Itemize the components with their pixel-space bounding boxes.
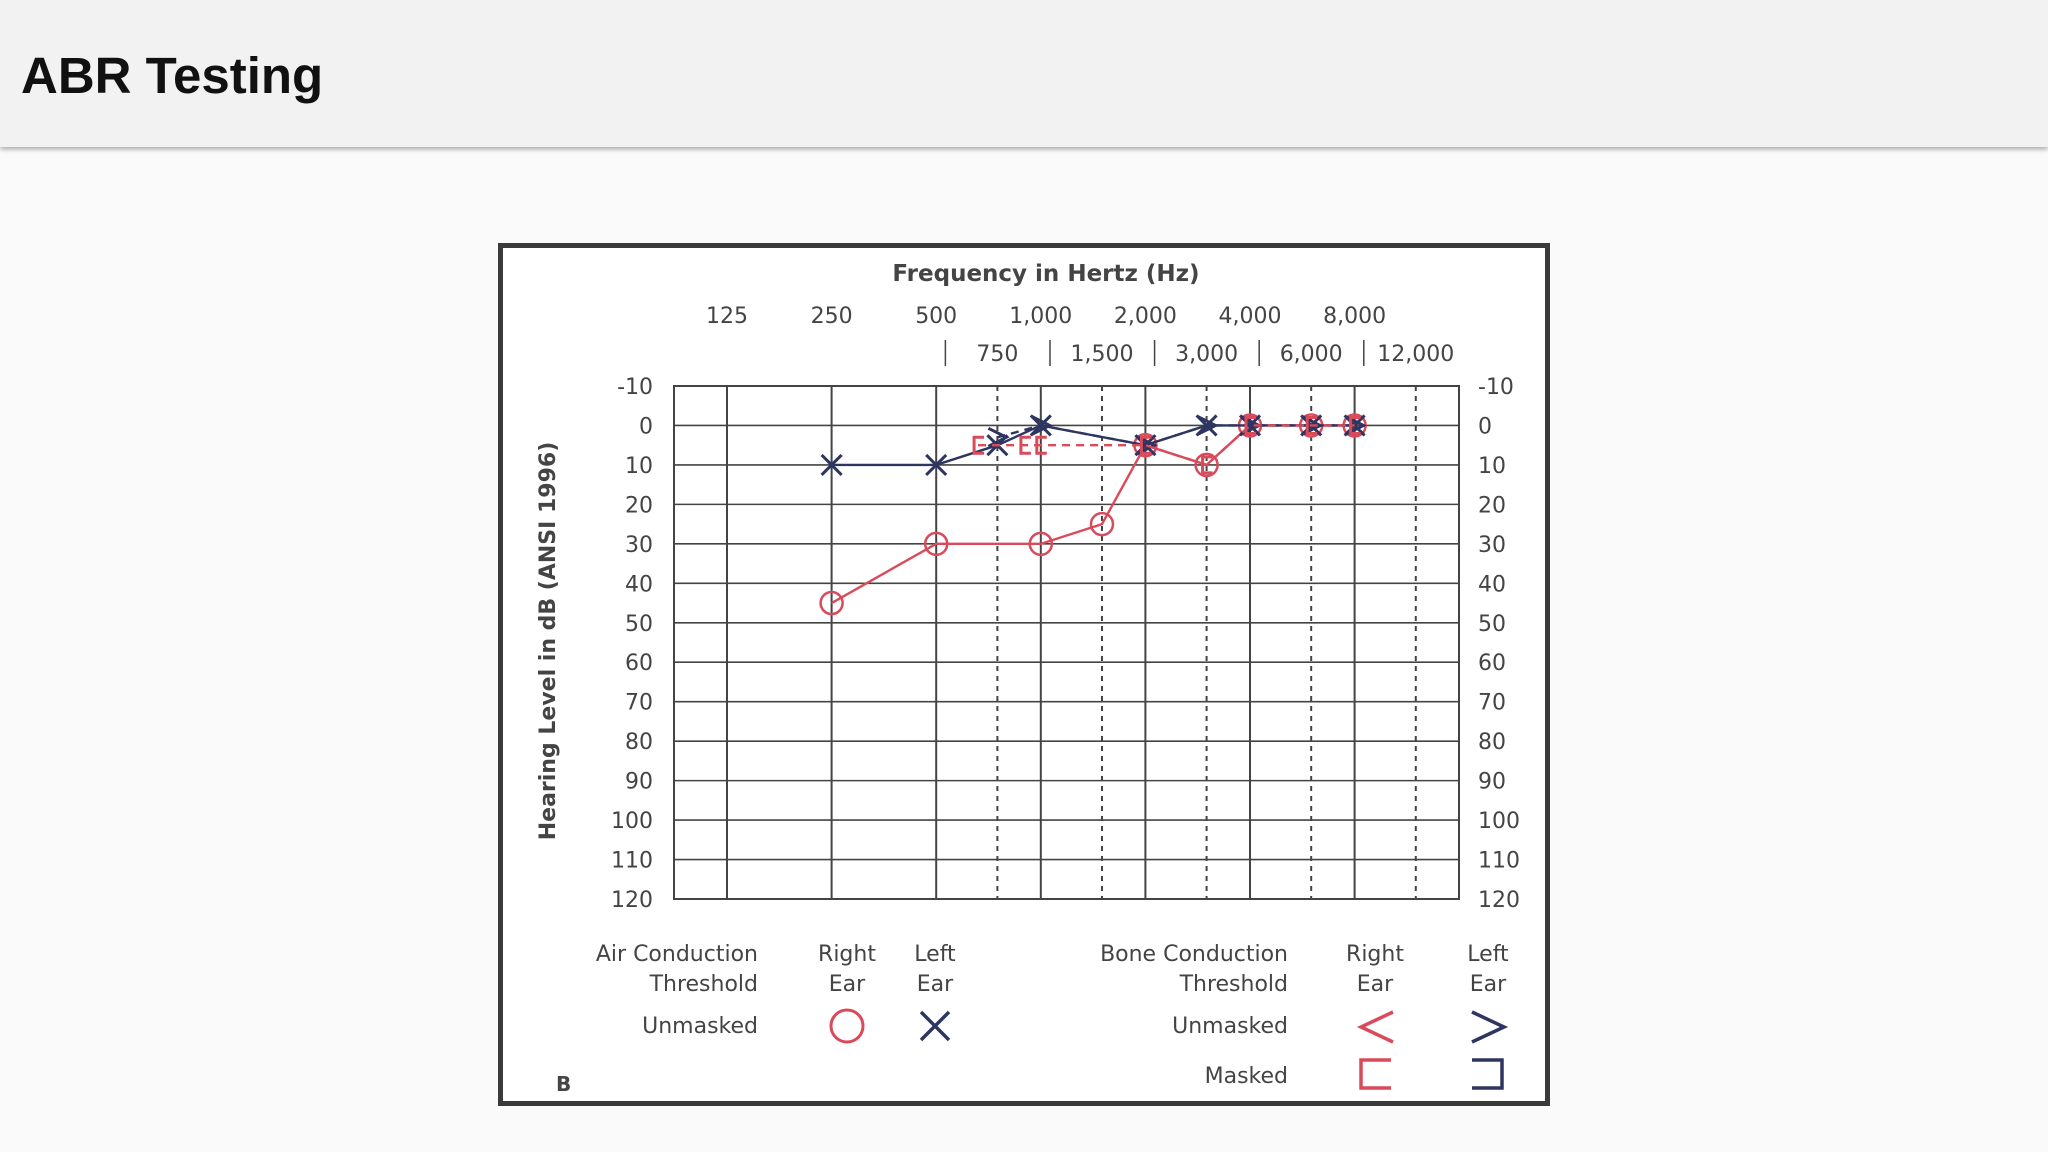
y-tick-label-left: 120 — [611, 888, 653, 913]
legend-bone-right-ear: Ear — [1357, 972, 1394, 997]
series-4 — [972, 415, 1361, 475]
data-series — [819, 413, 1367, 616]
circle-marker — [819, 590, 844, 616]
y-tick-label-left: 30 — [625, 533, 653, 558]
circle-marker — [1028, 531, 1054, 557]
app-bar: ABR Testing — [0, 0, 2048, 147]
x-tick-label-major: 250 — [811, 304, 853, 329]
legend-circle-marker — [829, 1008, 865, 1044]
legend-bone-unmasked: Unmasked — [1172, 1014, 1288, 1039]
series-line — [978, 424, 1355, 467]
y-tick-label-left: 10 — [625, 454, 653, 479]
plot-border — [673, 385, 1460, 900]
legend-bone-subtitle: Threshold — [1179, 972, 1288, 997]
y-tick-label-right: 20 — [1478, 493, 1506, 518]
x-tick-label-major: 500 — [915, 304, 957, 329]
tick-labels: -10 -10 0 0 10 10 20 20 30 30 40 40 50 50 60 60 70 70 80 80… — [611, 304, 1520, 913]
legend-bone-left: Left — [1467, 942, 1509, 967]
y-tick-label-left: 40 — [625, 572, 653, 597]
left-bracket-marker — [1201, 455, 1213, 475]
left-bracket-marker — [1035, 435, 1047, 455]
legend-air-right: Right — [818, 942, 876, 967]
series-line — [997, 424, 1355, 447]
legend-x-marker — [919, 1010, 951, 1042]
left-bracket-marker — [1244, 415, 1256, 435]
y-axis-label: Hearing Level in dB (ANSI 1996) — [536, 442, 561, 841]
panel-label: B — [556, 1072, 571, 1096]
left-bracket-marker — [1019, 435, 1031, 455]
y-tick-label-right: 30 — [1478, 533, 1506, 558]
x-tick-label-minor: 750 — [976, 342, 1018, 367]
y-tick-label-left: 50 — [625, 612, 653, 637]
left-bracket-marker — [1349, 415, 1361, 435]
x-tick-label-major: 1,000 — [1009, 304, 1072, 329]
audiogram-figure: Frequency in Hertz (Hz) Hearing Level in… — [498, 243, 1550, 1106]
legend-left-bracket-marker — [1359, 1058, 1391, 1090]
x-marker — [925, 453, 948, 476]
y-tick-label-left: 70 — [625, 691, 653, 716]
y-tick-label-right: 80 — [1478, 730, 1506, 755]
series-line — [831, 424, 1355, 605]
x-tick-label-major: 8,000 — [1323, 304, 1386, 329]
y-tick-label-right: 60 — [1478, 651, 1506, 676]
y-tick-label-left: 90 — [625, 770, 653, 795]
page-title: ABR Testing — [21, 47, 324, 104]
legend-bone-title: Bone Conduction — [1100, 942, 1288, 967]
y-tick-label-right: 50 — [1478, 612, 1506, 637]
greater-than-marker — [1031, 415, 1054, 436]
legend-air-subtitle: Threshold — [649, 972, 758, 997]
chart-title: Frequency in Hertz (Hz) — [892, 261, 1199, 287]
legend-air-unmasked: Unmasked — [642, 1014, 758, 1039]
circle-marker — [1194, 452, 1219, 478]
y-tick-label-left: 20 — [625, 493, 653, 518]
x-marker — [820, 453, 843, 476]
legend-less-than-marker — [1356, 1010, 1394, 1044]
y-tick-label-left: 80 — [625, 730, 653, 755]
x-tick-label-major: 2,000 — [1114, 304, 1177, 329]
y-tick-label-right: 100 — [1478, 809, 1520, 834]
y-tick-label-right: 40 — [1478, 572, 1506, 597]
legend-right-bracket-marker — [1472, 1058, 1504, 1090]
x-tick-label-major: 4,000 — [1219, 304, 1282, 329]
y-tick-label-left: 0 — [639, 414, 653, 439]
audiogram-chart: Frequency in Hertz (Hz) Hearing Level in… — [536, 261, 1520, 1096]
legend-air-right-ear: Ear — [829, 972, 866, 997]
x-tick-label-minor: 1,500 — [1070, 342, 1133, 367]
greater-than-marker — [987, 426, 1010, 448]
x-tick-label-major: 125 — [706, 304, 748, 329]
y-tick-label-right: 70 — [1478, 691, 1506, 716]
legend-air-left: Left — [914, 942, 956, 967]
legend-air-left-ear: Ear — [917, 972, 954, 997]
greater-than-marker — [1196, 415, 1219, 436]
legend-bone-masked: Masked — [1205, 1064, 1288, 1089]
legend-air-title: Air Conduction — [596, 942, 758, 967]
y-tick-label-left: 60 — [625, 651, 653, 676]
legend-bone-right: Right — [1346, 942, 1404, 967]
circle-marker — [923, 531, 949, 557]
y-tick-label-left: -10 — [617, 375, 653, 400]
legend: Air Conduction Threshold Right Ear Left … — [596, 942, 1509, 1090]
grid — [673, 385, 1460, 900]
x-tick-label-minor: 6,000 — [1280, 342, 1343, 367]
circle-marker — [1089, 511, 1115, 537]
y-tick-label-right: 120 — [1478, 888, 1520, 913]
left-bracket-marker — [972, 435, 985, 455]
y-tick-label-right: 0 — [1478, 414, 1492, 439]
legend-greater-than-marker — [1471, 1010, 1509, 1044]
y-tick-label-right: 110 — [1478, 849, 1520, 874]
y-tick-label-left: 100 — [611, 809, 653, 834]
x-tick-label-minor: 3,000 — [1175, 342, 1238, 367]
x-tick-label-minor: 12,000 — [1377, 342, 1454, 367]
y-tick-label-right: 90 — [1478, 770, 1506, 795]
y-tick-label-left: 110 — [611, 849, 653, 874]
legend-bone-left-ear: Ear — [1470, 972, 1507, 997]
left-bracket-marker — [1139, 435, 1152, 455]
y-tick-label-right: -10 — [1478, 375, 1514, 400]
y-tick-label-right: 10 — [1478, 454, 1506, 479]
left-bracket-marker — [1305, 415, 1318, 435]
